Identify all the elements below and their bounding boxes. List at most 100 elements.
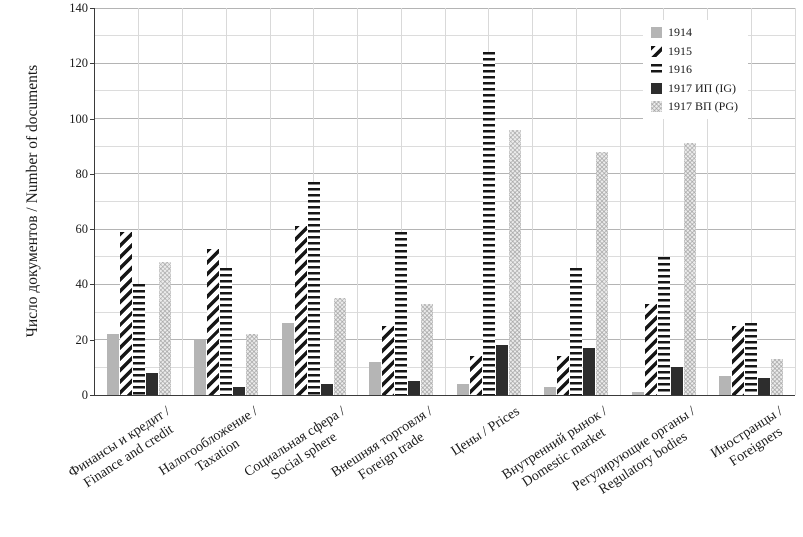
vertical-gridline	[794, 8, 796, 395]
legend-swatch-icon	[651, 45, 662, 57]
legend: 1914 1915 1916 1917 ИП (IG) 1917 ВП (PG)	[643, 20, 749, 119]
bar-1917-ИП-IG-	[320, 383, 333, 395]
y-tick-mark	[90, 8, 94, 9]
bar-1916	[745, 323, 758, 395]
bar-1917-ИП-IG-	[583, 348, 596, 395]
bar-group	[358, 8, 446, 395]
vertical-gridline	[138, 8, 140, 395]
bar-1917-ИП-IG-	[408, 381, 421, 395]
vertical-gridline	[619, 8, 621, 395]
bar-1915	[207, 248, 220, 395]
legend-swatch-icon	[651, 101, 662, 112]
bar-1914	[631, 392, 644, 395]
y-tick-label: 100	[69, 111, 88, 126]
bar-1917-ИП-IG-	[495, 345, 508, 395]
y-tick-mark	[90, 229, 94, 231]
legend-item: 1916	[651, 63, 738, 76]
vertical-gridline	[707, 8, 708, 395]
x-axis-label-text: Иностранцы / Foreigners	[708, 404, 786, 470]
y-tick-label: 40	[75, 277, 89, 292]
bar-1917-ИП-IG-	[145, 372, 158, 395]
bar-1914	[544, 386, 557, 395]
bar-1917-ИП-IG-	[670, 367, 683, 395]
bar-1917-ИП-IG-	[233, 386, 246, 395]
bar-1914	[456, 383, 469, 395]
y-tick-mark	[90, 339, 94, 341]
bar-group	[620, 8, 708, 395]
legend-label: 1917 ВП (PG)	[668, 99, 739, 113]
legend-swatch-icon	[651, 64, 662, 75]
y-tick-mark	[90, 118, 94, 120]
vertical-gridline	[532, 8, 533, 395]
bar-1915	[557, 356, 570, 395]
bar-1915	[382, 325, 395, 395]
legend-item: 1917 ИП (IG)	[651, 80, 738, 95]
bar-1917-ВП-PG-	[246, 334, 259, 395]
legend-item: 1914	[651, 26, 738, 39]
legend-item: 1917 ВП (PG)	[651, 100, 738, 113]
bar-1917-ИП-IG-	[758, 378, 771, 395]
bar-1917-ВП-PG-	[421, 303, 434, 395]
bar-1915	[644, 303, 657, 395]
y-tick-label: 0	[81, 388, 88, 402]
y-tick-mark	[90, 395, 94, 396]
y-tick-label: 60	[75, 222, 89, 237]
bar-1916	[395, 231, 408, 395]
plot-area: 1914 1915 1916 1917 ИП (IG) 1917 ВП (PG)	[90, 7, 796, 396]
y-axis-line	[94, 8, 95, 395]
y-axis-title: Число документов / Number of documents	[24, 64, 41, 338]
vertical-gridline	[575, 8, 577, 395]
bar-1915	[294, 226, 307, 395]
bar-1917-ВП-PG-	[683, 143, 696, 395]
bar-1917-ВП-PG-	[158, 262, 171, 395]
vertical-gridline	[357, 8, 358, 395]
x-axis-label-text: Финансы и кредит / Finance and credit	[65, 404, 176, 491]
bar-1917-ВП-PG-	[596, 151, 609, 395]
vertical-gridline	[400, 8, 402, 395]
y-tick-label: 80	[75, 166, 89, 181]
bar-1917-ВП-PG-	[333, 298, 346, 395]
vertical-gridline	[663, 8, 665, 395]
y-tick-label: 20	[75, 332, 89, 347]
bar-group	[533, 8, 621, 395]
bar-group	[708, 8, 796, 395]
bar-1916	[220, 267, 233, 395]
bar-group	[95, 8, 183, 395]
bar-1915	[732, 325, 745, 395]
legend-label: 1917 ИП (IG)	[668, 80, 736, 95]
legend-item: 1915	[651, 44, 738, 58]
vertical-gridline	[750, 8, 752, 395]
bar-1916	[482, 52, 495, 395]
x-axis-label-text: Цены / Prices	[449, 404, 523, 460]
vertical-gridline	[269, 8, 271, 395]
y-tick-mark	[90, 284, 94, 286]
y-tick-label: 120	[69, 56, 88, 71]
y-tick-mark	[90, 173, 94, 175]
bar-1914	[719, 375, 732, 395]
bar-1914	[194, 339, 207, 395]
bar-1917-ВП-PG-	[508, 129, 521, 395]
bar-1916	[570, 267, 583, 395]
vertical-gridline	[225, 8, 227, 395]
legend-label: 1916	[668, 62, 692, 76]
bar-1914	[369, 361, 382, 395]
bar-1916	[132, 284, 145, 395]
bar-group	[183, 8, 271, 395]
y-tick-mark	[90, 63, 94, 65]
legend-swatch-icon	[651, 27, 662, 38]
bar-1917-ВП-PG-	[771, 359, 784, 395]
bar-1916	[657, 256, 670, 395]
bar-group	[445, 8, 533, 395]
y-tick-label: 140	[69, 1, 88, 15]
bar-1915	[469, 356, 482, 395]
bar-1915	[119, 231, 132, 395]
vertical-gridline	[444, 8, 446, 395]
bar-group	[270, 8, 358, 395]
legend-label: 1914	[668, 25, 692, 39]
legend-swatch-icon	[651, 82, 662, 94]
bar-1916	[307, 182, 320, 395]
vertical-gridline	[182, 8, 183, 395]
bar-1914	[281, 323, 294, 395]
x-axis-line	[94, 395, 795, 396]
